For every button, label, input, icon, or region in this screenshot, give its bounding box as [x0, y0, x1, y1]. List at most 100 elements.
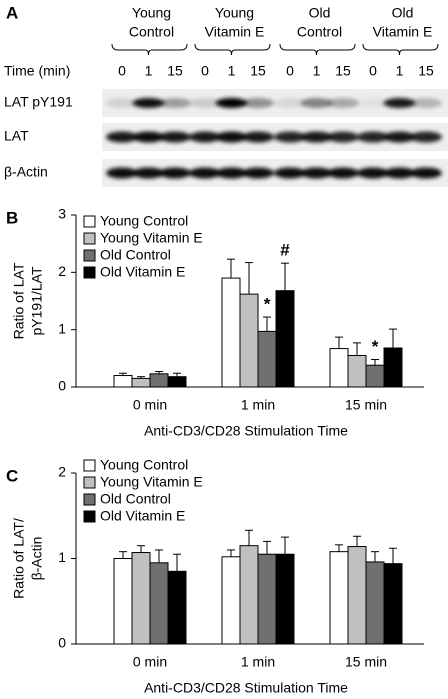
- bar: [365, 364, 385, 388]
- legend-label: Old Vitamin E: [100, 264, 185, 280]
- group-label: Vitamin E: [373, 24, 433, 40]
- blot-band: [410, 98, 442, 108]
- bar: [329, 348, 349, 388]
- legend-swatch: [83, 215, 96, 228]
- time-label: 15: [335, 63, 351, 79]
- y-axis-label: Ratio of LAT: [11, 262, 27, 339]
- blot-band: [106, 131, 138, 143]
- bar: [347, 546, 367, 645]
- time-label: 0: [369, 63, 377, 79]
- bar: [347, 354, 367, 388]
- row-label: β-Actin: [4, 164, 48, 180]
- blot-band: [383, 131, 416, 143]
- group-brace: [362, 43, 439, 56]
- blot-band: [189, 167, 221, 179]
- group-brace: [194, 43, 271, 56]
- bar: [239, 293, 259, 388]
- legend-label: Young Control: [100, 457, 188, 473]
- y-axis-label: β-Actin: [29, 537, 45, 581]
- legend-label: Young Vitamin E: [100, 230, 203, 246]
- blot-row: [106, 131, 442, 143]
- legend-swatch: [83, 476, 96, 489]
- panel-label: B: [6, 208, 18, 227]
- y-tick-label: 0: [58, 378, 66, 394]
- blot-band: [274, 131, 306, 143]
- annotation: *: [372, 337, 379, 356]
- blot-band: [274, 98, 306, 108]
- legend-label: Old Control: [100, 491, 171, 507]
- blot-band: [159, 131, 191, 143]
- legend-swatch: [83, 232, 96, 245]
- blot-band: [300, 131, 333, 143]
- blot-band: [327, 167, 359, 179]
- annotation: *: [264, 295, 271, 314]
- blot-band: [132, 131, 165, 143]
- blot-band: [189, 131, 221, 143]
- group-label: Old: [309, 5, 331, 21]
- time-label: 1: [145, 63, 153, 79]
- blot-band: [132, 98, 165, 108]
- x-tick-label: 0 min: [133, 397, 167, 413]
- time-label: 1: [396, 63, 404, 79]
- blot-band: [410, 167, 442, 179]
- bar: [383, 347, 403, 388]
- y-tick-label: 1: [58, 320, 66, 336]
- bar: [275, 553, 295, 645]
- x-axis-label: Anti-CD3/CD28 Stimulation Time: [144, 680, 348, 696]
- bar: [221, 556, 241, 645]
- x-tick-label: 1 min: [241, 654, 275, 670]
- row-label: LAT pY191: [4, 94, 73, 110]
- group-label: Control: [297, 24, 342, 40]
- time-label: 15: [167, 63, 183, 79]
- blot-row: [106, 98, 442, 108]
- blot-band: [215, 167, 248, 179]
- group-label: Young: [132, 5, 171, 21]
- blot-band: [357, 98, 389, 108]
- time-label: 1: [313, 63, 321, 79]
- blot-band: [159, 167, 191, 179]
- group-brace: [279, 43, 356, 56]
- blot-band: [300, 98, 333, 108]
- blot-band: [189, 98, 221, 108]
- blot-band: [242, 98, 274, 108]
- y-tick-label: 2: [58, 263, 66, 279]
- y-tick-label: 2: [58, 464, 66, 480]
- blot-band: [300, 167, 333, 179]
- bar: [113, 558, 133, 645]
- time-label: 15: [250, 63, 266, 79]
- time-label: 1: [228, 63, 236, 79]
- bar: [221, 277, 241, 388]
- time-label: 0: [118, 63, 126, 79]
- legend-swatch: [83, 249, 96, 262]
- blot-band: [242, 131, 274, 143]
- legend-swatch: [83, 510, 96, 523]
- time-label: 0: [286, 63, 294, 79]
- legend-label: Old Control: [100, 247, 171, 263]
- legend-swatch: [83, 459, 96, 472]
- blot-band: [106, 98, 138, 108]
- y-axis-label: Ratio of LAT/: [11, 518, 27, 599]
- bar: [149, 373, 169, 388]
- blot-band: [410, 131, 442, 143]
- y-tick-label: 3: [58, 206, 66, 222]
- bar: [275, 290, 295, 388]
- group-brace: [111, 43, 188, 56]
- group-label: Vitamin E: [205, 24, 265, 40]
- blot-band: [215, 98, 248, 108]
- blot-band: [327, 131, 359, 143]
- x-tick-label: 0 min: [133, 654, 167, 670]
- group-label: Young: [215, 5, 254, 21]
- legend-swatch: [83, 266, 96, 279]
- time-label: 0: [201, 63, 209, 79]
- blot-band: [383, 167, 416, 179]
- bar: [113, 375, 133, 388]
- blot-band: [357, 167, 389, 179]
- blot-band: [106, 167, 138, 179]
- bar: [257, 330, 277, 388]
- blot-band: [159, 98, 191, 108]
- legend-swatch: [83, 493, 96, 506]
- x-tick-label: 15 min: [345, 654, 387, 670]
- blot-band: [327, 98, 359, 108]
- x-tick-label: 1 min: [241, 397, 275, 413]
